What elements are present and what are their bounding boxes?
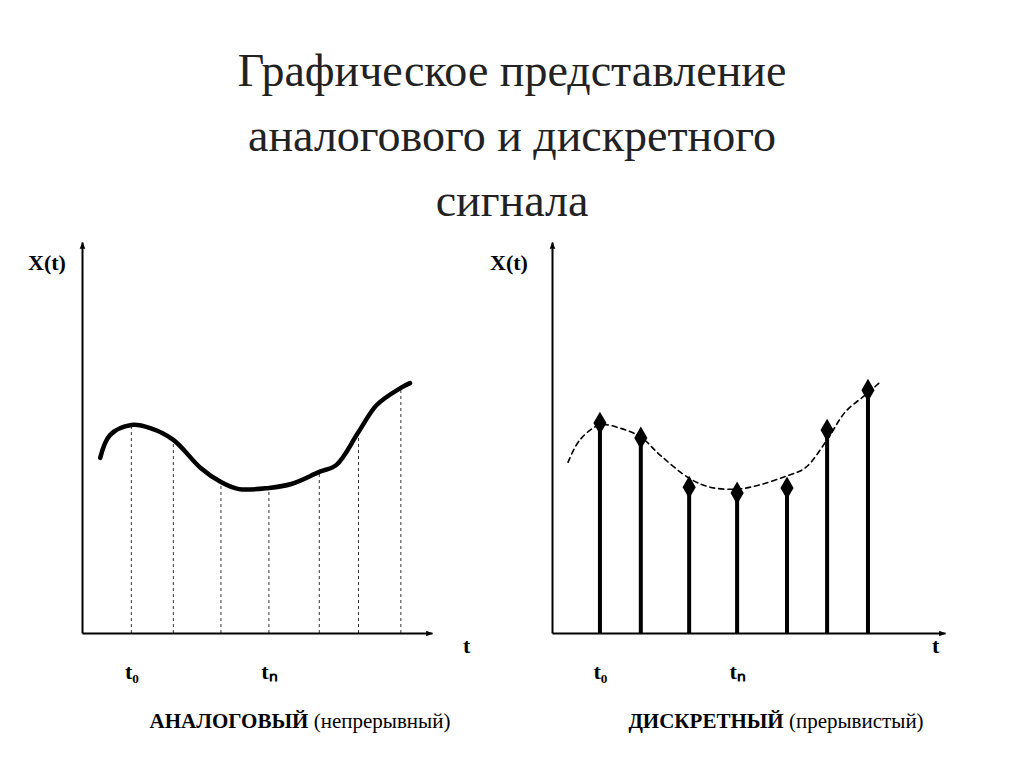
- signal-line: [100, 383, 410, 490]
- sample-marker: [780, 477, 793, 500]
- title-line: сигнала: [436, 175, 589, 226]
- x-tick-label: tₙ: [261, 659, 277, 684]
- stem: [687, 487, 691, 633]
- x-axis-line: [83, 633, 433, 635]
- sample-marker: [731, 482, 744, 505]
- plot-area: [100, 383, 410, 633]
- y-axis: [82, 243, 83, 634]
- x-axis-label: t: [463, 633, 471, 658]
- stem: [173, 440, 174, 633]
- stem: [358, 432, 359, 633]
- signal-line: [568, 382, 880, 489]
- stem: [131, 425, 132, 633]
- x-tick: t₀: [593, 633, 607, 684]
- x-axis-label: t: [932, 633, 940, 658]
- sample-marker: [683, 476, 696, 499]
- x-tick: tₙ: [729, 633, 745, 684]
- stems: [131, 388, 401, 633]
- x-tick-label: t₀: [593, 659, 607, 684]
- stem: [598, 423, 602, 633]
- stem: [639, 438, 643, 633]
- x-axis: t₀ tₙ: [83, 633, 433, 684]
- y-axis-label: X(t): [490, 250, 528, 275]
- y-axis-line: [82, 243, 84, 634]
- sample-marker: [634, 426, 647, 449]
- y-axis-label: X(t): [28, 250, 66, 275]
- x-tick: tₙ: [261, 633, 277, 684]
- stem: [400, 388, 401, 633]
- x-axis-line: [553, 633, 946, 635]
- title: Графическое представление аналогового и д…: [238, 45, 787, 226]
- stem: [785, 488, 789, 633]
- x-tick-label: tₙ: [729, 659, 745, 684]
- sample-marker: [593, 412, 606, 435]
- sample-marker: [861, 379, 874, 402]
- slide: Графическое представление аналогового и д…: [0, 0, 1024, 767]
- stem: [319, 472, 320, 633]
- stems: [593, 379, 874, 633]
- chart: t₀ tₙ X(t) t АНАЛОГОВЫЙ (непрерывный): [28, 243, 471, 734]
- title-line: Графическое представление: [238, 45, 787, 96]
- stem: [825, 430, 829, 633]
- title-line: аналогового и дискретного: [248, 110, 776, 161]
- stem: [268, 488, 269, 633]
- x-tick-label: t₀: [125, 659, 139, 684]
- plot-area: [568, 379, 880, 633]
- y-axis-line: [552, 243, 554, 634]
- x-tick: t₀: [125, 633, 139, 684]
- y-axis: [552, 243, 553, 634]
- stem: [220, 482, 221, 633]
- stem: [866, 390, 870, 633]
- sample-marker: [821, 419, 834, 442]
- stem: [735, 493, 739, 633]
- caption: ДИСКРЕТНЫЙ (прерывистый): [628, 709, 923, 733]
- x-axis: t₀ tₙ: [553, 633, 946, 684]
- caption: АНАЛОГОВЫЙ (непрерывный): [150, 709, 451, 733]
- chart: t₀ tₙ X(t) t ДИСКРЕТНЫЙ (прерывистый): [490, 243, 946, 734]
